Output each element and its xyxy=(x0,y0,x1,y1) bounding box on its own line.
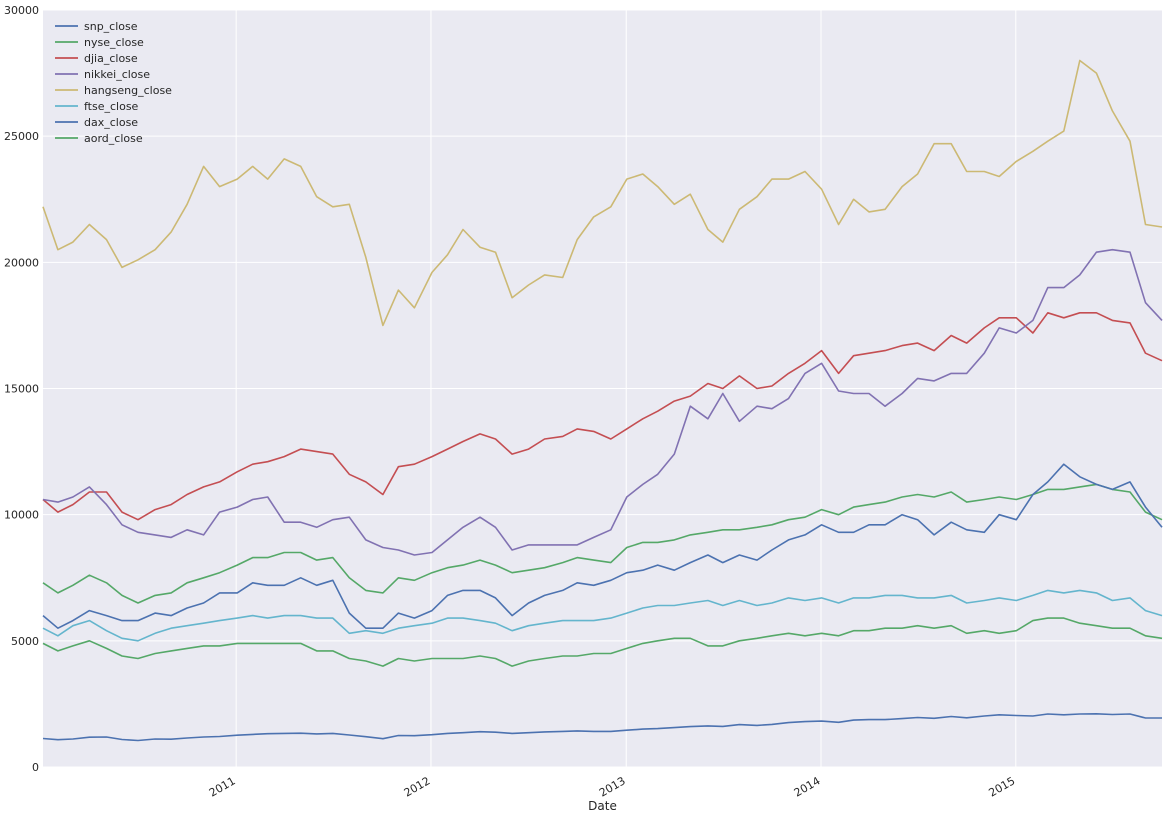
series-line-nyse-close xyxy=(42,483,1163,604)
legend-label: djia_close xyxy=(84,52,138,65)
x-axis-title: Date xyxy=(588,799,617,813)
y-gridlines xyxy=(43,9,1162,768)
y-tick-label: 30000 xyxy=(4,4,39,17)
series-line-snp-close xyxy=(42,712,1162,742)
legend-label: hangseng_close xyxy=(84,84,172,97)
x-tick-label: 2015 xyxy=(987,774,1018,799)
y-tick-label: 20000 xyxy=(4,256,39,269)
series-line-dax-close xyxy=(42,463,1163,630)
y-tick-label: 0 xyxy=(32,761,39,774)
y-tick-label: 5000 xyxy=(11,635,39,648)
series-line-hangseng-close xyxy=(42,59,1163,327)
y-axis-tick-labels: 0 5000 10000 15000 20000 25000 30000 xyxy=(4,4,39,774)
series-line-ftse-close xyxy=(42,589,1163,642)
series-line-djia-close xyxy=(42,311,1163,521)
x-tick-label: 2013 xyxy=(597,774,628,799)
x-tick-label: 2012 xyxy=(402,774,433,799)
series-layer xyxy=(42,59,1163,742)
series-line-aord-close xyxy=(42,617,1163,667)
y-tick-label: 25000 xyxy=(4,130,39,143)
legend-label: ftse_close xyxy=(84,100,139,113)
legend-label: snp_close xyxy=(84,20,138,33)
x-gridlines xyxy=(235,10,1017,767)
legend-label: aord_close xyxy=(84,132,143,145)
x-tick-label: 2011 xyxy=(207,774,238,799)
legend: snp_close nyse_close djia_close nikkei_clos… xyxy=(55,20,172,145)
legend-label: dax_close xyxy=(84,116,138,129)
y-tick-label: 15000 xyxy=(4,383,39,396)
legend-label: nikkei_close xyxy=(84,68,150,81)
series-line-nikkei-close xyxy=(42,248,1163,556)
x-tick-label: 2014 xyxy=(792,774,823,799)
y-tick-label: 10000 xyxy=(4,509,39,522)
x-axis-tick-labels: 2011 2012 2013 2014 2015 xyxy=(207,774,1017,799)
legend-label: nyse_close xyxy=(84,36,144,49)
